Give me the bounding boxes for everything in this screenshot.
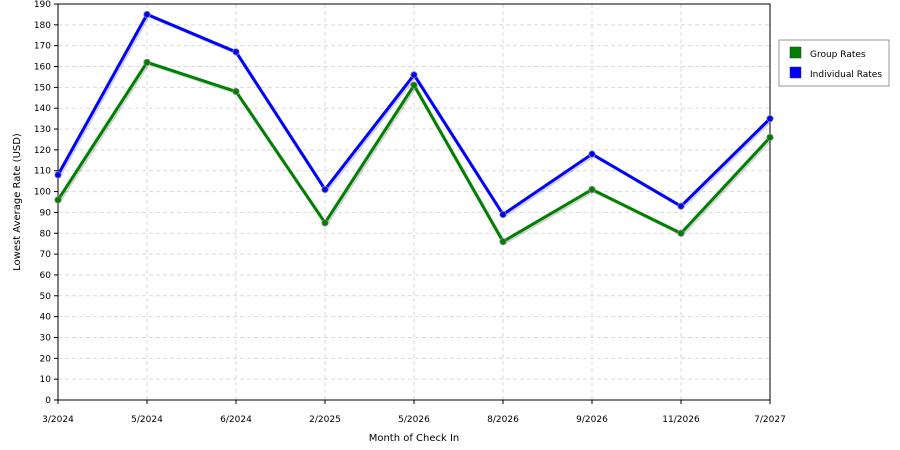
y-axis-title: Lowest Average Rate (USD) (12, 133, 23, 271)
legend-swatch-group-rates (789, 46, 802, 59)
y-tick-label: 150 (34, 83, 51, 93)
x-tick-label: 9/2026 (576, 415, 608, 425)
data-point-group-rates (588, 185, 596, 194)
data-point-group-rates (321, 219, 329, 227)
x-tick-label: 2/2025 (309, 415, 341, 425)
data-point-group-rates (143, 58, 151, 66)
y-tick-label: 130 (34, 125, 51, 135)
y-tick-label: 40 (40, 313, 52, 323)
x-tick-label: 5/2026 (398, 415, 430, 425)
x-tick-label: 8/2026 (487, 415, 519, 425)
y-tick-label: 190 (34, 0, 51, 10)
y-axis: 0 10 20 30 40 50 60 70 80 90 100 110 120 130 140 150 160… (34, 0, 58, 406)
x-axis: 3/2024 5/2024 6/2024 2/2025 5/2026 8/2026 9/20… (42, 400, 786, 425)
y-tick-label: 30 (40, 333, 52, 343)
data-point-individual-rates (766, 115, 774, 123)
y-tick-label: 60 (40, 271, 52, 281)
data-point-group-rates (232, 87, 240, 96)
x-tick-label: 3/2024 (42, 415, 74, 425)
x-axis-title: Month of Check In (369, 433, 460, 444)
legend: Group Rates Individual Rates (778, 39, 890, 87)
legend-label-individual-rates: Individual Rates (810, 70, 882, 80)
y-tick-label: 170 (34, 42, 51, 52)
legend-label-group-rates: Group Rates (810, 50, 866, 60)
y-tick-label: 70 (40, 250, 52, 260)
data-point-individual-rates (410, 71, 418, 79)
x-tick-label: 11/2026 (662, 415, 700, 425)
x-tick-label: 6/2024 (220, 415, 252, 425)
y-tick-label: 10 (40, 375, 52, 385)
series-individual-rates (54, 10, 774, 219)
x-tick-label: 5/2024 (131, 415, 163, 425)
data-point-group-rates (54, 196, 62, 204)
y-tick-label: 160 (34, 63, 51, 73)
data-point-individual-rates (321, 185, 329, 194)
series-line-individual-rates (56, 12, 772, 217)
data-point-individual-rates (677, 202, 685, 210)
data-point-individual-rates (143, 10, 151, 19)
y-tick-label: 140 (34, 104, 51, 114)
data-point-group-rates (499, 238, 507, 246)
y-tick-label: 80 (40, 229, 52, 239)
data-point-group-rates (677, 229, 685, 237)
y-tick-label: 0 (45, 396, 51, 406)
y-tick-label: 180 (34, 21, 51, 31)
series-lines (54, 10, 774, 246)
y-tick-label: 120 (34, 146, 51, 156)
x-tick-label: 7/2027 (754, 415, 786, 425)
y-tick-label: 110 (34, 167, 51, 177)
data-point-individual-rates (499, 210, 507, 219)
legend-swatch-individual-rates (789, 66, 802, 79)
y-tick-label: 90 (40, 208, 52, 218)
y-tick-label: 20 (40, 354, 52, 364)
data-point-group-rates (410, 81, 418, 89)
data-point-group-rates (766, 133, 774, 141)
data-point-individual-rates (588, 150, 596, 158)
y-tick-label: 50 (40, 292, 52, 302)
series-group-rates (54, 58, 774, 246)
grid-lines (58, 4, 770, 400)
y-tick-label: 100 (34, 188, 51, 198)
data-point-individual-rates (54, 171, 62, 179)
data-point-individual-rates (232, 48, 240, 56)
